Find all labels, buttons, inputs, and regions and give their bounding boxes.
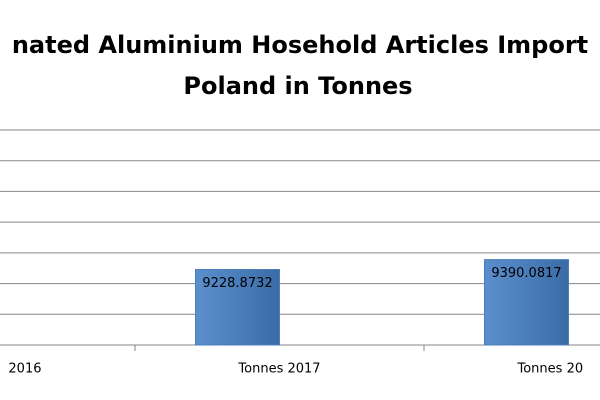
data-label: 9228.8732	[202, 276, 272, 291]
data-label: 9390.0817	[491, 266, 561, 281]
chart-title: Poland in Tonnes	[183, 72, 412, 100]
chart-title: nated Aluminium Hosehold Articles Import	[12, 31, 588, 59]
x-tick-label: Tonnes 20	[517, 362, 584, 377]
x-tick-label: 2016	[8, 362, 41, 377]
bar	[195, 269, 280, 346]
x-tick-label: Tonnes 2017	[237, 362, 320, 377]
bar	[484, 259, 569, 346]
